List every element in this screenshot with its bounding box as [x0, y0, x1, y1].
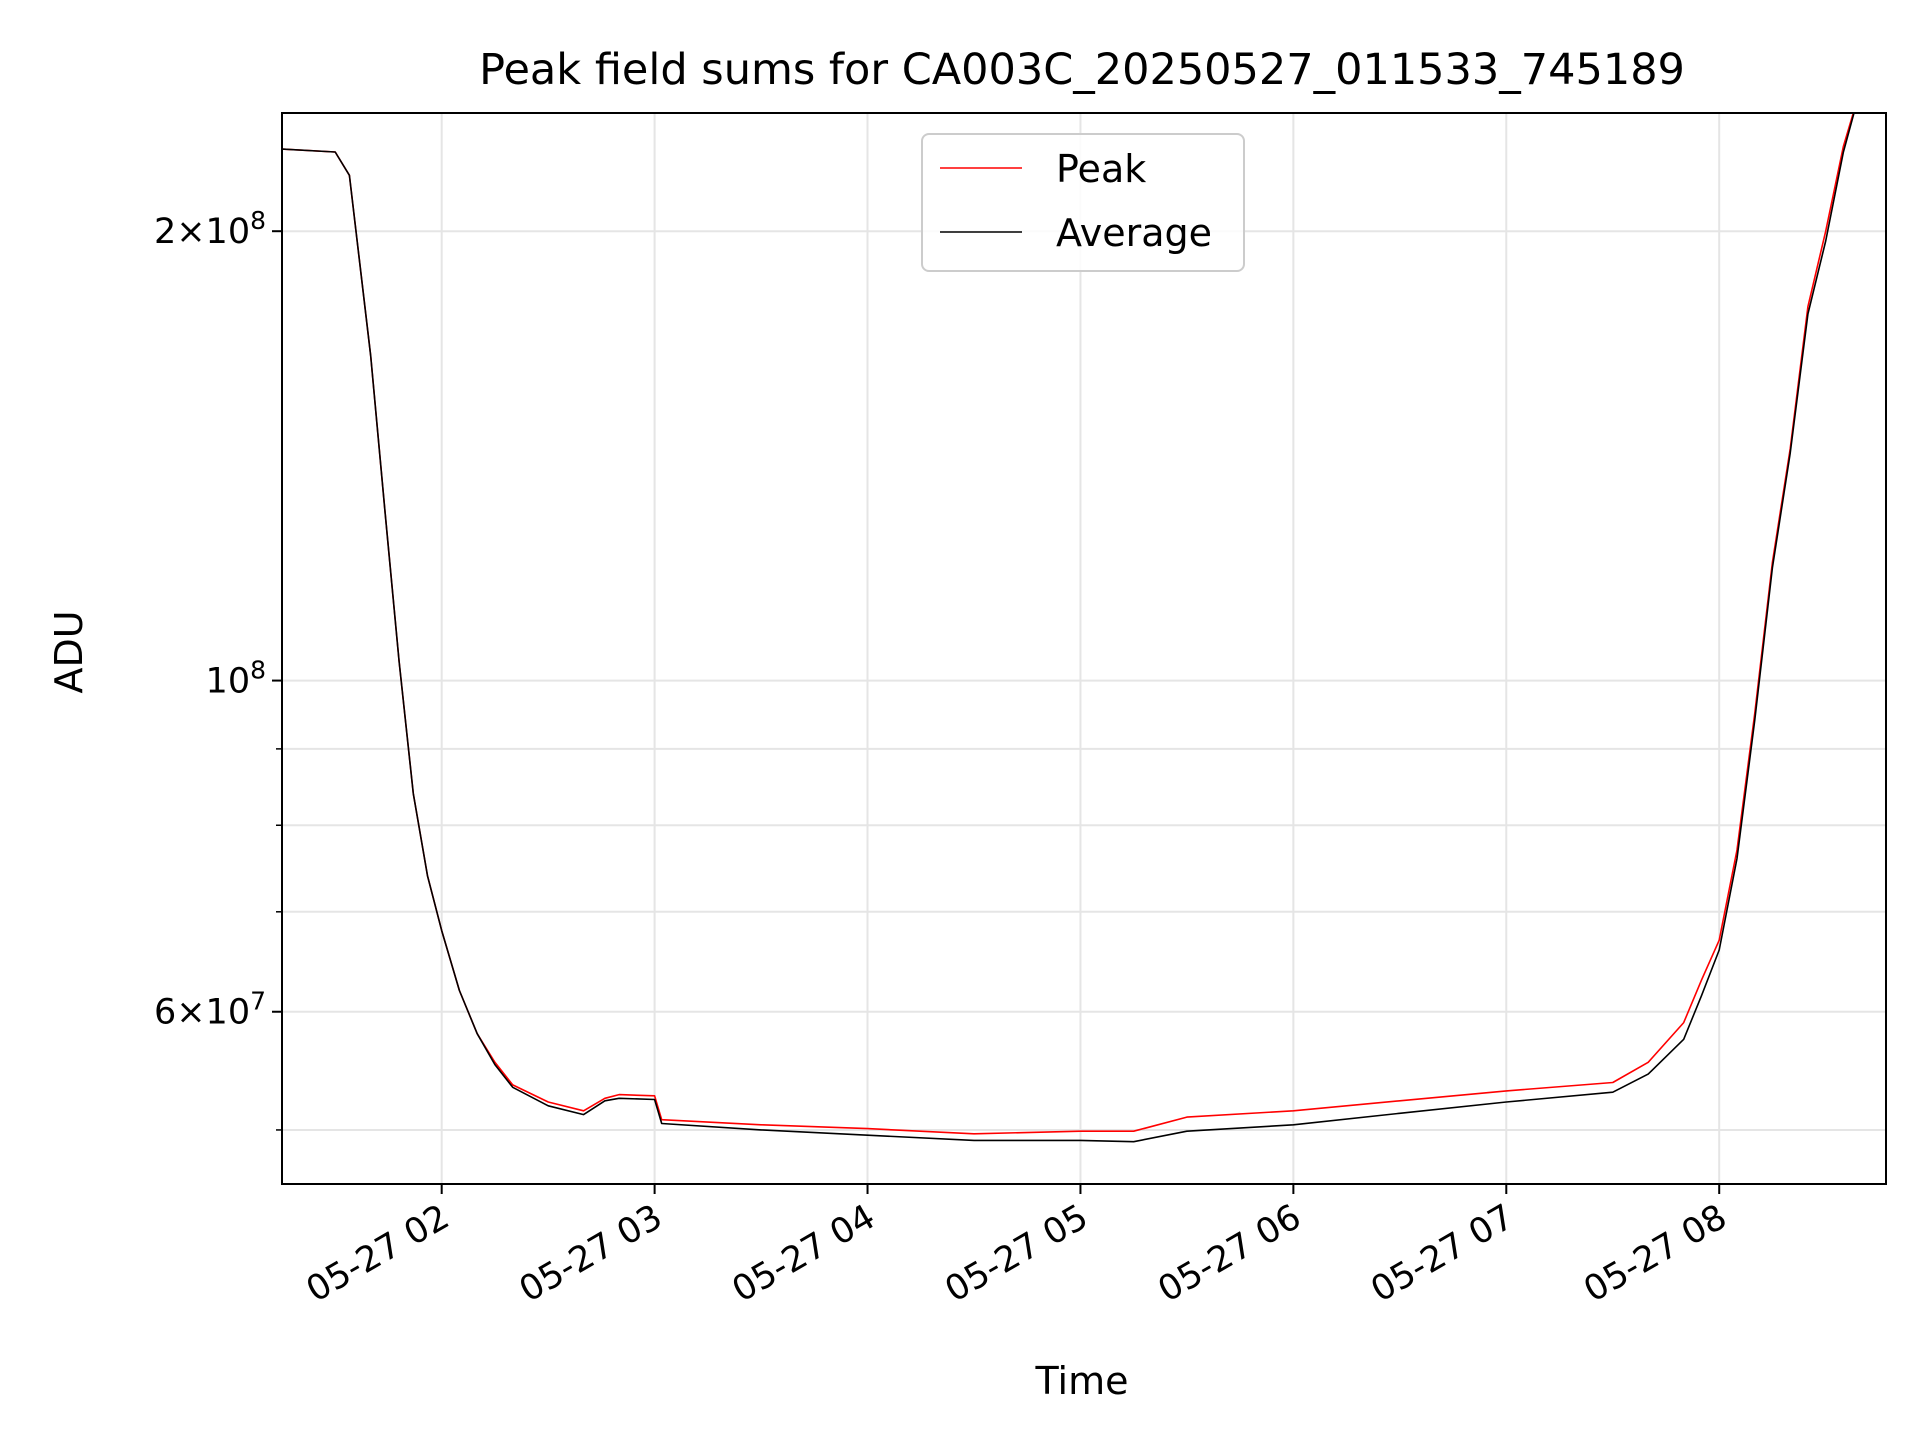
y-axis-ticks: 6×107 108 2×108	[154, 206, 282, 1131]
legend-label-peak: Peak	[1056, 147, 1146, 191]
axes	[281, 112, 1887, 1185]
plot-lines	[282, 113, 1855, 1143]
x-axis-label: Time	[1035, 1359, 1129, 1403]
y-tick-label: 2×108	[154, 206, 266, 252]
y-tick-label: 6×107	[154, 987, 266, 1033]
legend-label-average: Average	[1056, 211, 1212, 255]
y-axis-label: ADU	[47, 610, 91, 693]
y-tick-label: 108	[206, 656, 266, 702]
series-line-average	[282, 113, 1855, 1143]
chart-title: Peak field sums for CA003C_20250527_0115…	[479, 45, 1685, 95]
plot-frame	[281, 112, 1887, 1185]
legend: Peak Average	[921, 133, 1245, 272]
